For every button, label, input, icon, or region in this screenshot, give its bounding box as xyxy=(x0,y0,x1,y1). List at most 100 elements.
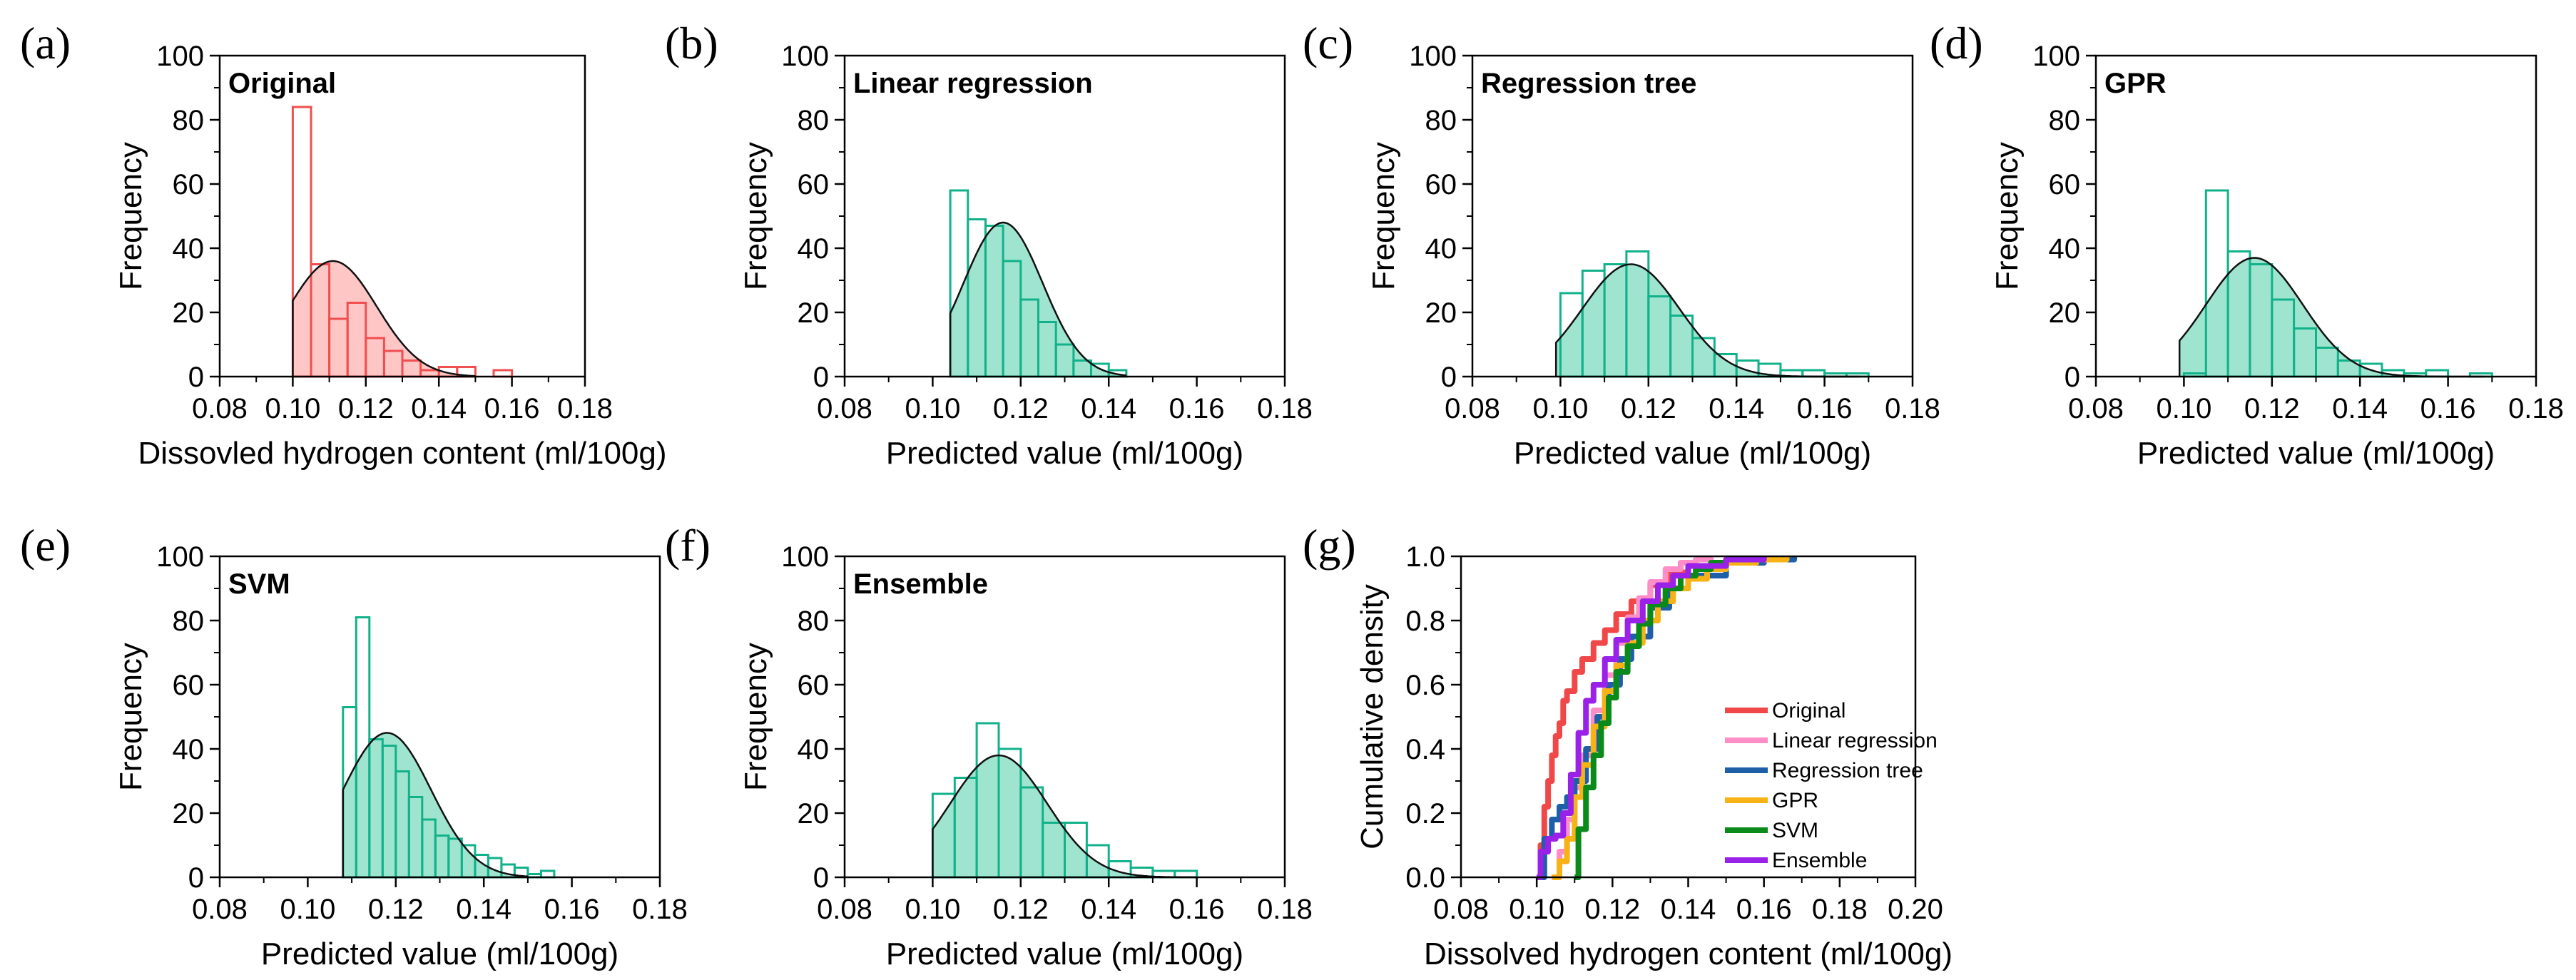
x-tick-label: 0.14 xyxy=(1661,894,1716,925)
x-tick-label: 0.18 xyxy=(2508,393,2564,424)
y-tick-label: 20 xyxy=(798,297,830,329)
y-tick-label: 100 xyxy=(156,41,204,72)
panel-letter: (e) xyxy=(20,520,71,571)
panel-title: Regression tree xyxy=(1481,68,1696,99)
x-tick-label: 0.18 xyxy=(1257,393,1313,424)
y-tick-label: 0 xyxy=(2065,362,2080,393)
y-tick-label: 100 xyxy=(781,41,829,72)
fit-curve xyxy=(292,260,476,377)
series-group xyxy=(931,722,1198,879)
cdf-line-gpr xyxy=(1552,556,1790,880)
plot-frame xyxy=(218,54,586,378)
y-axis-label: Frequency xyxy=(738,643,773,791)
y-tick-label: 40 xyxy=(798,233,830,265)
x-axis-label: Predicted value (ml/100g) xyxy=(886,436,1243,471)
y-tick-label: 60 xyxy=(2049,169,2081,200)
legend-label: Original xyxy=(1772,699,1846,723)
legend-label: Ensemble xyxy=(1772,849,1867,872)
y-axis-label: Frequency xyxy=(1366,142,1401,290)
x-tick-label: 0.14 xyxy=(456,894,511,925)
x-axis-label: Dissolved hydrogen content (ml/100g) xyxy=(1424,936,1953,971)
legend-label: SVM xyxy=(1772,819,1818,842)
x-tick-label: 0.14 xyxy=(1081,894,1136,925)
panel-letter: (d) xyxy=(1930,18,1983,68)
cdf-line-original xyxy=(1537,556,1767,880)
y-tick-label: 60 xyxy=(1425,169,1457,200)
x-tick-label: 0.18 xyxy=(1257,894,1313,925)
x-tick-label: 0.10 xyxy=(1509,894,1564,925)
panel-letter: (g) xyxy=(1303,520,1356,571)
panel-g: (g) Original Linear regression Regression t… xyxy=(1303,520,1953,971)
x-tick-label: 0.08 xyxy=(192,393,248,424)
x-tick-label: 0.14 xyxy=(2332,393,2388,424)
x-axis-label: Predicted value (ml/100g) xyxy=(261,936,618,971)
x-tick-label: 0.18 xyxy=(1885,393,1940,424)
series-group xyxy=(342,616,556,879)
y-tick-label: 0 xyxy=(188,862,204,894)
panel-title: SVM xyxy=(228,568,290,600)
x-tick-label: 0.10 xyxy=(905,393,960,424)
y-tick-label: 20 xyxy=(1425,297,1457,329)
legend-label: Linear regression xyxy=(1772,729,1938,752)
y-tick-label: 0 xyxy=(813,362,829,393)
panel-letter: (b) xyxy=(665,18,718,68)
x-tick-label: 0.10 xyxy=(2156,393,2211,424)
series-group xyxy=(1537,556,1798,880)
series-group xyxy=(1554,250,1870,378)
x-tick-label: 0.16 xyxy=(2420,393,2476,424)
x-tick-label: 0.08 xyxy=(1445,393,1500,424)
x-tick-label: 0.12 xyxy=(2244,393,2300,424)
legend-label: Regression tree xyxy=(1772,759,1923,782)
x-tick-label: 0.16 xyxy=(1736,894,1792,925)
x-tick-label: 0.08 xyxy=(2068,393,2124,424)
x-tick-label: 0.10 xyxy=(1532,393,1588,424)
x-tick-label: 0.14 xyxy=(1709,393,1764,424)
y-tick-label: 100 xyxy=(2032,41,2080,72)
panel-title: Ensemble xyxy=(853,568,988,600)
y-tick-label: 100 xyxy=(781,541,829,573)
y-tick-label: 20 xyxy=(173,297,205,329)
x-tick-label: 0.12 xyxy=(993,894,1049,925)
fit-curve xyxy=(949,221,1127,377)
x-tick-label: 0.08 xyxy=(817,894,872,925)
fit-area xyxy=(342,733,528,877)
cdf-line-svm xyxy=(1574,556,1748,880)
fit-area xyxy=(2179,257,2483,377)
cdf-line-ensemble xyxy=(1537,556,1767,880)
y-tick-label: 40 xyxy=(173,233,205,265)
x-tick-label: 0.20 xyxy=(1888,894,1943,925)
x-tick-label: 0.10 xyxy=(265,393,320,424)
x-tick-label: 0.12 xyxy=(368,894,424,925)
y-tick-label: 60 xyxy=(173,670,205,701)
fit-area xyxy=(1556,264,1860,377)
panel-a: (a) 0.08 0.10 0.12 0.14 0.16 0.18 0 20 40 60 80 100 D… xyxy=(20,18,667,471)
y-tick-label: 60 xyxy=(173,169,205,200)
x-tick-label: 0.12 xyxy=(1621,393,1676,424)
x-tick-label: 0.12 xyxy=(1584,894,1640,925)
y-tick-label: 20 xyxy=(2049,297,2081,329)
x-axis-label: Dissovled hydrogen content (ml/100g) xyxy=(138,436,666,471)
x-tick-label: 0.16 xyxy=(544,894,600,925)
panel-letter: (a) xyxy=(20,18,71,68)
y-tick-label: 20 xyxy=(798,798,830,830)
y-tick-label: 40 xyxy=(2049,233,2081,265)
y-axis-label: Frequency xyxy=(113,142,148,290)
x-tick-label: 0.16 xyxy=(484,393,540,424)
x-tick-label: 0.16 xyxy=(1169,393,1225,424)
series-group xyxy=(2178,189,2493,378)
panel-title: Linear regression xyxy=(853,68,1093,99)
plot-frame xyxy=(843,54,1286,378)
series-group xyxy=(949,189,1128,378)
y-tick-label: 80 xyxy=(2049,105,2081,136)
x-tick-label: 0.14 xyxy=(411,393,467,424)
x-tick-label: 0.10 xyxy=(905,894,960,925)
y-tick-label: 40 xyxy=(173,734,205,765)
y-tick-label: 100 xyxy=(156,541,204,573)
x-tick-label: 0.10 xyxy=(280,894,335,925)
panel-e: (e) 0.08 0.10 0.12 0.14 0.16 0.18 0 20 40 60 80 100 P… xyxy=(20,520,688,971)
x-tick-label: 0.12 xyxy=(993,393,1049,424)
x-tick-label: 0.18 xyxy=(557,393,613,424)
series-group xyxy=(291,106,514,378)
x-tick-label: 0.18 xyxy=(632,894,688,925)
